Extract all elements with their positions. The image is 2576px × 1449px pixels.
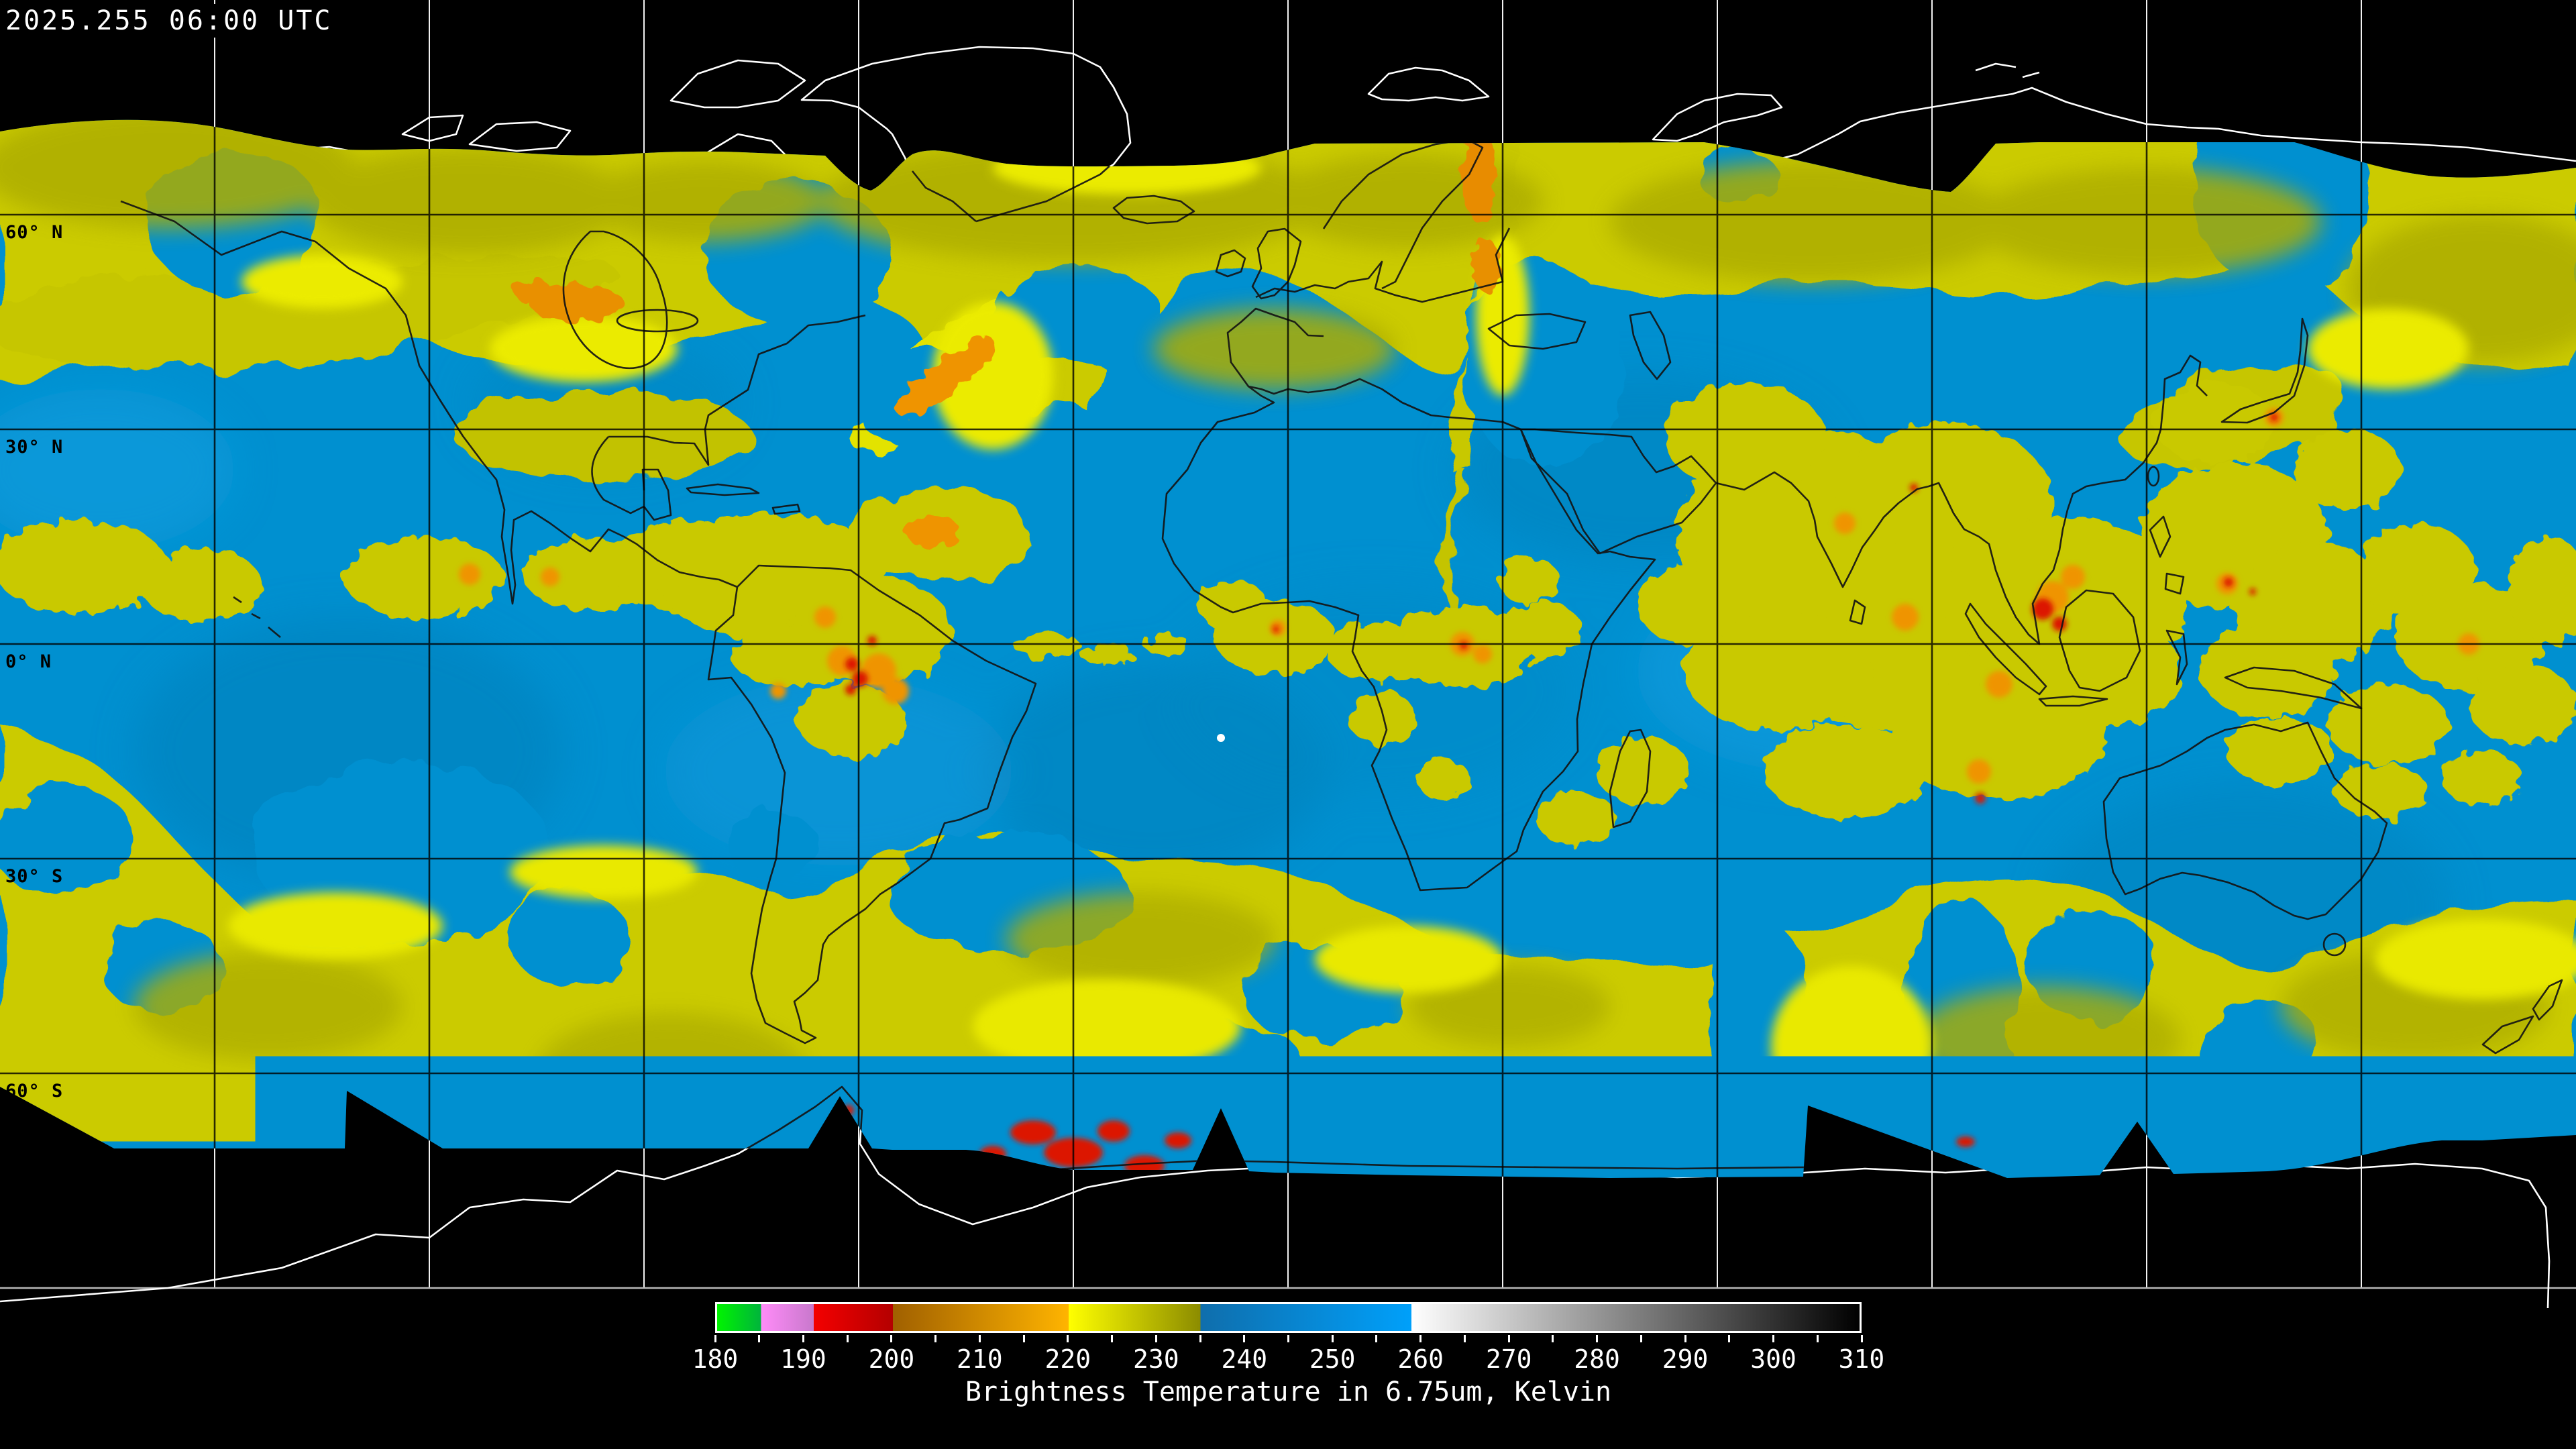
colorbar-tick-label-240: 240 <box>1204 1344 1285 1374</box>
colorbar-tick-190 <box>802 1335 804 1342</box>
colorbar-tick-label-280: 280 <box>1557 1344 1638 1374</box>
colorbar-tick-185 <box>758 1335 760 1342</box>
lat-label-60n: 60° N <box>5 222 63 243</box>
colorbar-tick-200 <box>890 1335 892 1342</box>
colorbar-tick-225 <box>1111 1335 1113 1342</box>
satellite-viewer-page: 2025.255 06:00 UTC <box>0 0 2576 1449</box>
colorbar-tick-label-290: 290 <box>1645 1344 1725 1374</box>
colorbar-tick-305 <box>1817 1335 1819 1342</box>
colorbar-tick-260 <box>1419 1335 1421 1342</box>
colorbar-tick-label-260: 260 <box>1381 1344 1461 1374</box>
colorbar-tick-180 <box>714 1335 716 1342</box>
colorbar-tick-label-210: 210 <box>939 1344 1020 1374</box>
colorbar-tick-290 <box>1684 1335 1686 1342</box>
colorbar-tick-240 <box>1243 1335 1245 1342</box>
timestamp-label: 2025.255 06:00 UTC <box>5 4 339 38</box>
colorbar-tick-250 <box>1332 1335 1334 1342</box>
colorbar-tick-label-180: 180 <box>675 1344 755 1374</box>
lat-label-0n: 0° N <box>5 651 52 672</box>
colorbar-tick-205 <box>934 1335 936 1342</box>
colorbar-tick-255 <box>1375 1335 1377 1342</box>
colorbar-tick-300 <box>1772 1335 1774 1342</box>
white-hot-pixel <box>1217 734 1225 742</box>
colorbar-tick-195 <box>847 1335 849 1342</box>
colorbar-tick-label-190: 190 <box>763 1344 843 1374</box>
colorbar-tick-270 <box>1508 1335 1510 1342</box>
colorbar-tick-label-310: 310 <box>1821 1344 1902 1374</box>
colorbar-tick-280 <box>1596 1335 1598 1342</box>
colorbar-tick-215 <box>1023 1335 1025 1342</box>
colorbar-tick-295 <box>1728 1335 1730 1342</box>
colorbar-tick-label-300: 300 <box>1733 1344 1814 1374</box>
colorbar-tick-label-230: 230 <box>1116 1344 1196 1374</box>
data-swath <box>0 0 2576 1288</box>
colorbar-tick-275 <box>1552 1335 1554 1342</box>
colorbar-tick-210 <box>979 1335 981 1342</box>
colorbar-title: Brightness Temperature in 6.75um, Kelvin <box>715 1377 1862 1407</box>
colorbar-tick-285 <box>1640 1335 1642 1342</box>
lat-label-30n: 30° N <box>5 437 63 458</box>
colorbar-tick-230 <box>1155 1335 1157 1342</box>
colorbar-tick-310 <box>1861 1335 1863 1342</box>
colorbar-tick-label-220: 220 <box>1028 1344 1108 1374</box>
colorbar-area: 180 190 200 210 220 230 240 250 260 270 280 290 300 3… <box>0 1293 2576 1449</box>
colorbar-tick-label-250: 250 <box>1292 1344 1373 1374</box>
lat-label-60s: 60° S <box>5 1081 63 1102</box>
colorbar-gradient <box>715 1302 1862 1333</box>
colorbar-tick-265 <box>1464 1335 1466 1342</box>
global-brightness-temperature-map: 60° N 30° N 0° N 30° S 60° S <box>0 0 2576 1449</box>
lat-label-30s: 30° S <box>5 866 63 887</box>
colorbar-tick-220 <box>1067 1335 1069 1342</box>
colorbar-tick-245 <box>1287 1335 1289 1342</box>
colorbar-tick-235 <box>1199 1335 1201 1342</box>
colorbar-tick-label-270: 270 <box>1468 1344 1549 1374</box>
colorbar-tick-label-200: 200 <box>851 1344 932 1374</box>
